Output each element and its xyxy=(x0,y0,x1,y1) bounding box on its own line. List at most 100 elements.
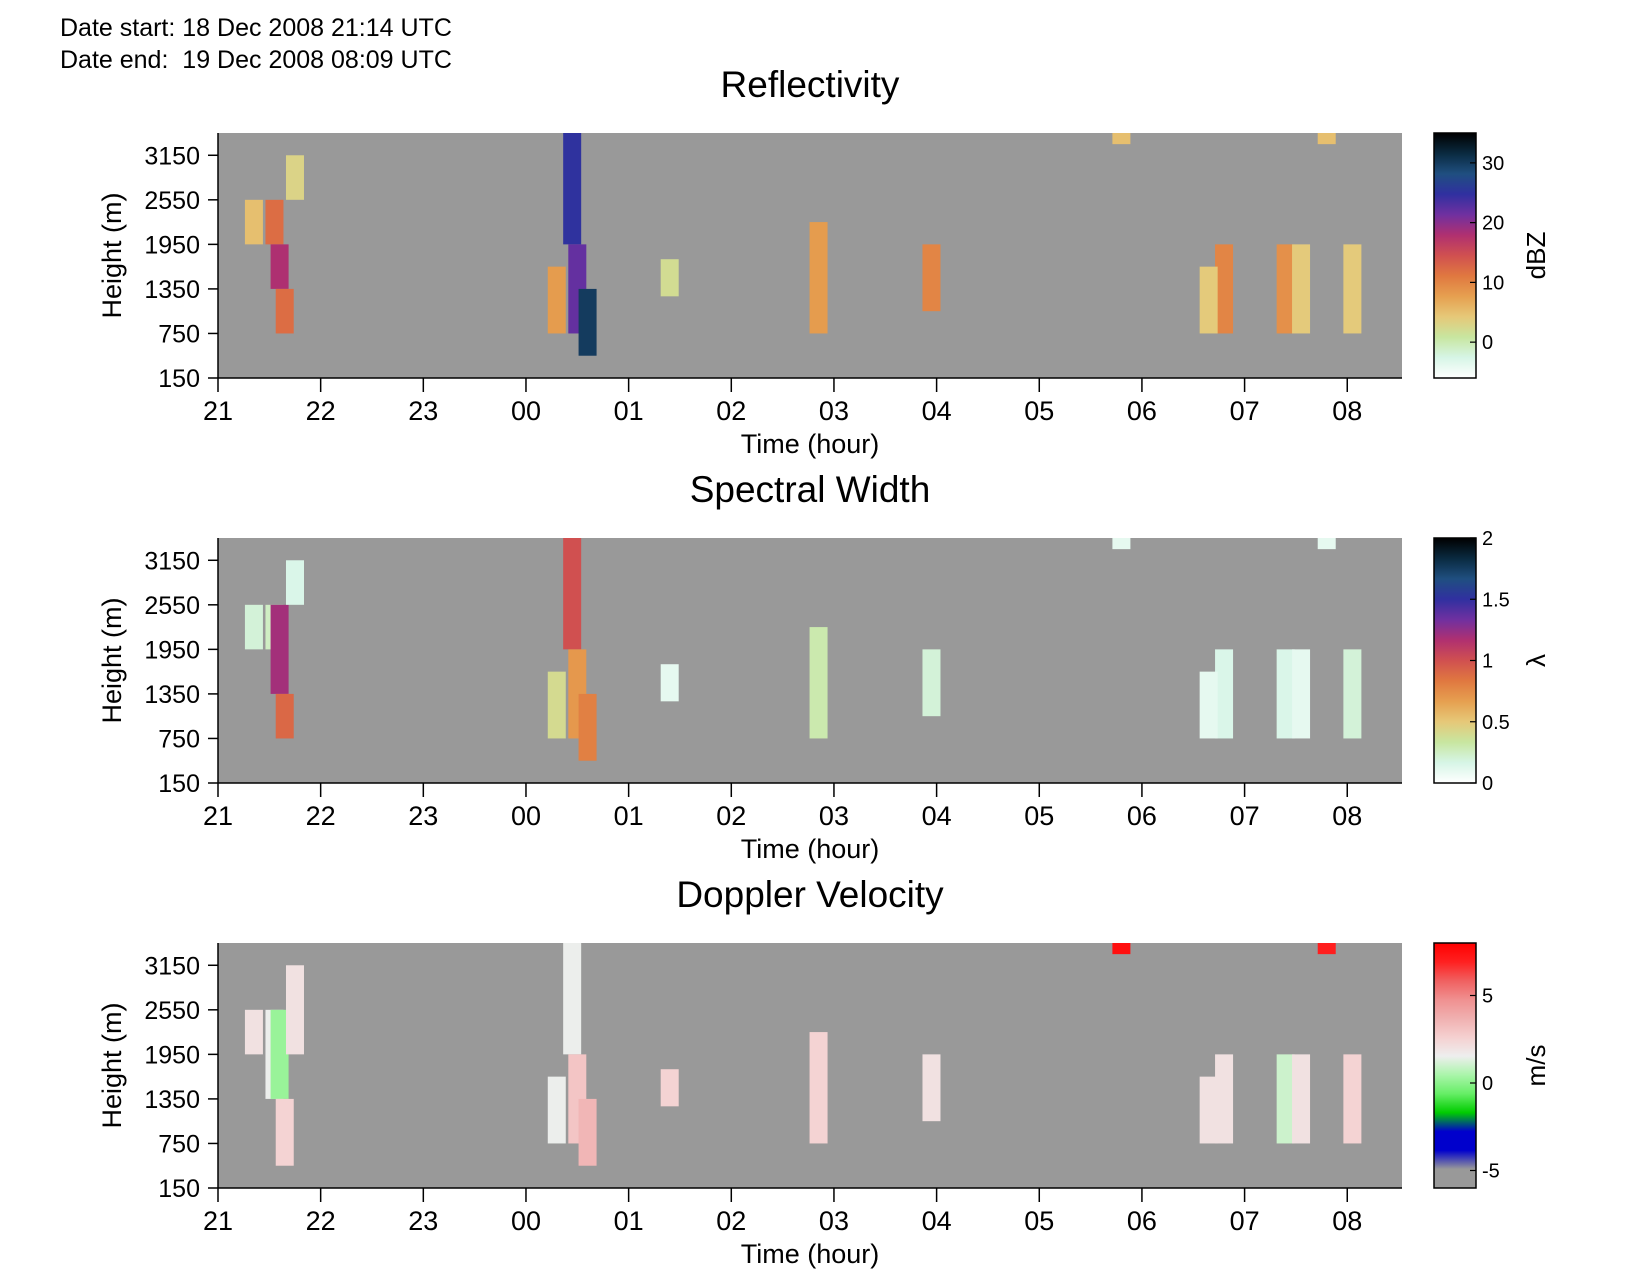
y-tick-label: 150 xyxy=(158,770,200,798)
x-tick-label: 04 xyxy=(922,396,952,426)
date-start-label: Date start: 18 Dec 2008 21:14 UTC xyxy=(60,14,452,42)
data-cell xyxy=(1343,649,1362,739)
data-cell xyxy=(1199,266,1218,334)
x-axis-label: Time (hour) xyxy=(741,1239,880,1269)
data-cell xyxy=(1292,1054,1311,1144)
data-cell xyxy=(1199,1076,1218,1144)
x-tick-label: 08 xyxy=(1332,1206,1362,1236)
x-tick-label: 07 xyxy=(1230,1206,1260,1236)
y-tick-label: 750 xyxy=(158,725,200,753)
data-cell xyxy=(1343,244,1362,334)
data-cell xyxy=(285,965,304,1055)
colorbar-label: λ xyxy=(1521,654,1551,667)
x-tick-label: 00 xyxy=(511,801,541,831)
data-cell xyxy=(244,604,263,650)
data-cell xyxy=(1276,649,1295,739)
colorbar-tick-label: 2 xyxy=(1482,528,1493,550)
x-tick-label: 00 xyxy=(511,1206,541,1236)
x-tick-label: 02 xyxy=(716,396,746,426)
data-cell xyxy=(1292,649,1311,739)
colorbar-label: dBZ xyxy=(1521,232,1551,280)
panel-0: Reflectivity 21 22 23 00 01 02 03 04 05 06 07 08 Time… xyxy=(97,64,1551,459)
data-cell xyxy=(275,693,294,739)
data-cell xyxy=(563,133,582,245)
chart-title: Doppler Velocity xyxy=(676,874,944,915)
data-cell xyxy=(578,288,597,356)
data-cell xyxy=(809,222,828,334)
colorbar-tick-label: 30 xyxy=(1482,153,1504,175)
x-tick-label: 07 xyxy=(1230,801,1260,831)
x-tick-label: 23 xyxy=(408,1206,438,1236)
data-cell xyxy=(922,1054,941,1122)
x-tick-label: 05 xyxy=(1024,801,1054,831)
x-tick-label: 21 xyxy=(203,801,233,831)
x-tick-label: 02 xyxy=(716,1206,746,1236)
y-tick-label: 2550 xyxy=(144,187,200,215)
data-cell xyxy=(547,1076,566,1144)
data-cell xyxy=(275,288,294,334)
data-cell xyxy=(660,664,679,702)
colorbar-tick-label: 0 xyxy=(1482,773,1493,795)
x-tick-label: 22 xyxy=(306,396,336,426)
x-tick-label: 05 xyxy=(1024,1206,1054,1236)
date-end-label: Date end: 19 Dec 2008 08:09 UTC xyxy=(60,46,452,74)
y-tick-label: 1350 xyxy=(144,681,200,709)
x-tick-label: 22 xyxy=(306,801,336,831)
data-cell xyxy=(244,1009,263,1055)
y-tick-label: 150 xyxy=(158,1175,200,1203)
x-tick-label: 01 xyxy=(614,801,644,831)
data-cell xyxy=(285,560,304,605)
data-cell xyxy=(1343,1054,1362,1144)
x-axis-label: Time (hour) xyxy=(741,429,880,459)
data-cell xyxy=(1215,1054,1234,1144)
data-cell xyxy=(1215,649,1234,739)
data-cell xyxy=(1199,671,1218,739)
x-tick-label: 06 xyxy=(1127,396,1157,426)
colorbar xyxy=(1433,942,1477,1189)
y-tick-label: 1950 xyxy=(144,636,200,664)
chart-title: Spectral Width xyxy=(690,469,931,510)
y-tick-label: 750 xyxy=(158,320,200,348)
colorbar-tick-label: 0 xyxy=(1482,1073,1493,1095)
x-tick-label: 02 xyxy=(716,801,746,831)
y-tick-label: 2550 xyxy=(144,997,200,1025)
x-tick-label: 23 xyxy=(408,801,438,831)
data-cell xyxy=(270,604,289,694)
colorbar-tick-label: 0 xyxy=(1482,332,1493,354)
data-cell xyxy=(922,649,941,717)
colorbar-tick-label: 1 xyxy=(1482,651,1493,673)
data-cell xyxy=(270,1009,289,1099)
x-tick-label: 03 xyxy=(819,801,849,831)
x-tick-label: 06 xyxy=(1127,1206,1157,1236)
chart-title: Reflectivity xyxy=(721,64,900,105)
colorbar xyxy=(1433,537,1477,784)
data-cell xyxy=(1112,133,1131,145)
data-cell xyxy=(1215,244,1234,334)
data-cell xyxy=(1112,538,1131,550)
data-cell xyxy=(547,671,566,739)
x-tick-label: 23 xyxy=(408,396,438,426)
data-cell xyxy=(1317,133,1336,145)
colorbar-label: m/s xyxy=(1521,1045,1551,1087)
x-tick-label: 06 xyxy=(1127,801,1157,831)
data-cell xyxy=(660,259,679,297)
data-cell xyxy=(275,1098,294,1166)
data-cell xyxy=(563,538,582,650)
data-cell xyxy=(1276,244,1295,334)
data-cell xyxy=(563,943,582,1055)
data-cell xyxy=(1317,538,1336,550)
data-cell xyxy=(547,266,566,334)
x-tick-label: 01 xyxy=(614,1206,644,1236)
data-cell xyxy=(1276,1054,1295,1144)
data-cell xyxy=(1292,244,1311,334)
x-axis-label: Time (hour) xyxy=(741,834,880,864)
y-tick-label: 3150 xyxy=(144,952,200,980)
colorbar-tick-label: 20 xyxy=(1482,213,1504,235)
data-cell xyxy=(578,693,597,761)
y-tick-label: 3150 xyxy=(144,547,200,575)
data-cell xyxy=(270,244,289,289)
data-cell xyxy=(1112,943,1131,955)
x-tick-label: 04 xyxy=(922,801,952,831)
x-tick-label: 03 xyxy=(819,396,849,426)
